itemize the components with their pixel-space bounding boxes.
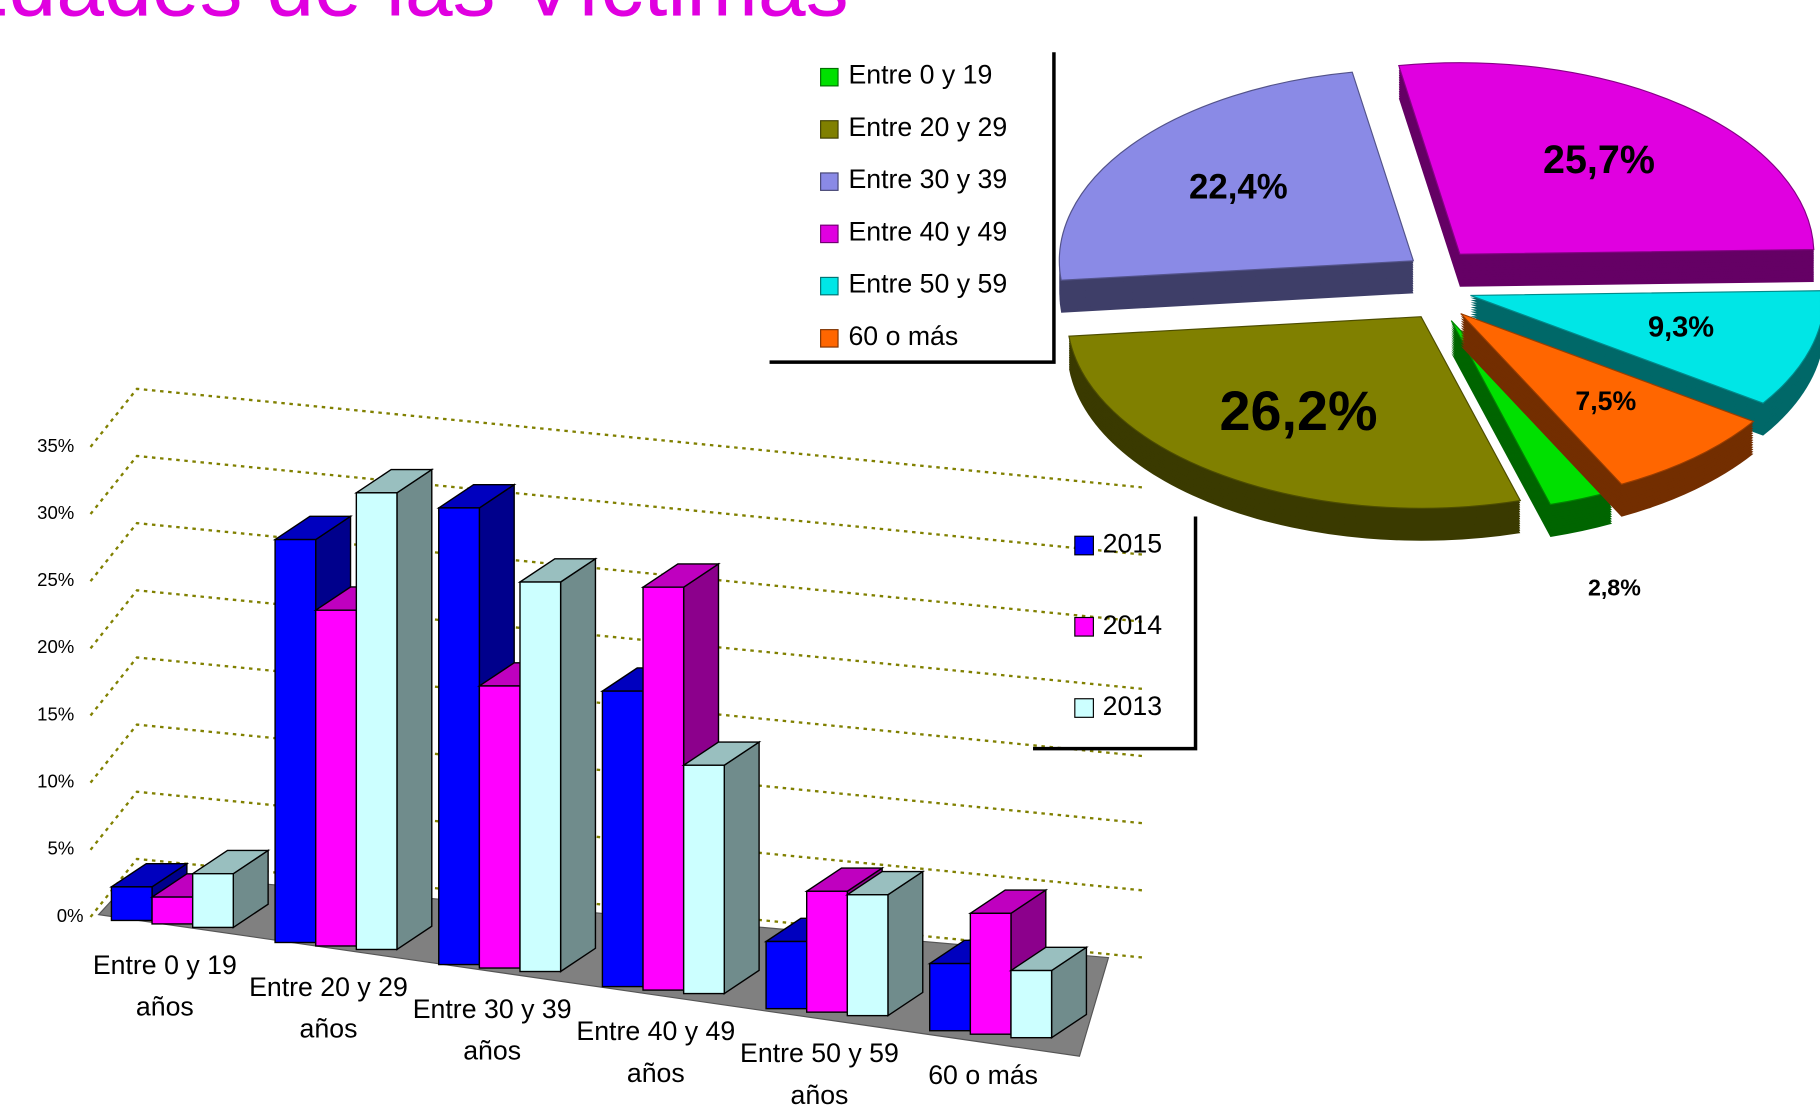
bar-front	[355, 492, 398, 951]
legend-swatch	[1074, 535, 1094, 556]
bar-side	[559, 557, 597, 973]
bar-front	[478, 685, 521, 969]
legend-label: Entre 30 y 39	[848, 164, 1007, 194]
bar-side	[887, 870, 924, 1017]
page-title: Edades de las Víctimas	[0, 0, 849, 35]
x-tick-label: Entre 40 y 49 años	[576, 1015, 736, 1088]
x-tick-label: Entre 20 y 29 años	[249, 971, 408, 1044]
pie-slice	[1397, 62, 1815, 287]
y-tick-label: 30%	[37, 502, 74, 523]
grid-line	[89, 790, 1144, 892]
legend-swatch	[1074, 698, 1094, 718]
bar-front	[110, 886, 153, 922]
legend-label: 2014	[1103, 610, 1163, 640]
bar-front	[642, 586, 685, 991]
x-tick-label: 60 o más	[928, 1059, 1039, 1090]
legend-swatch	[820, 224, 839, 244]
x-tick-label: Entre 50 y 59 años	[740, 1037, 899, 1110]
bar-side	[723, 740, 760, 995]
grid-line	[89, 454, 1144, 556]
bar-front	[274, 538, 317, 944]
bar-front	[765, 940, 808, 1010]
y-tick-label: 10%	[37, 771, 74, 792]
grid-line	[89, 387, 1144, 489]
legend-label: Entre 50 y 59	[848, 269, 1007, 299]
bar	[681, 740, 762, 995]
slice-label: 2,8%	[1588, 575, 1641, 601]
legend-label: 2013	[1103, 691, 1162, 721]
bar	[845, 870, 926, 1017]
y-tick-label: 15%	[37, 703, 74, 724]
y-tick-label: 0%	[57, 905, 84, 926]
bar-front	[438, 507, 481, 966]
bar	[1008, 946, 1089, 1039]
legend-label: 2015	[1103, 529, 1162, 559]
bar-front	[315, 609, 358, 947]
slice-top	[1068, 316, 1522, 509]
legend-swatch	[820, 67, 839, 87]
slice-label: 9,3%	[1648, 312, 1714, 344]
grid-line	[89, 521, 1144, 623]
legend-swatch	[820, 276, 839, 296]
slice-label: 26,2%	[1220, 380, 1378, 442]
slice-top	[1470, 290, 1820, 404]
legend-frame	[1033, 516, 1198, 751]
legend-frame	[769, 52, 1056, 364]
legend-swatch	[1074, 616, 1094, 637]
x-tick-label: Entre 30 y 39 años	[412, 993, 572, 1066]
bar-front	[1010, 969, 1053, 1039]
slice-label: 25,7%	[1543, 138, 1655, 182]
x-tick-label: Entre 0 y 19 años	[92, 949, 237, 1022]
bar-front	[682, 764, 725, 995]
bar-side	[396, 468, 433, 951]
bar	[190, 849, 271, 929]
legend-label: Entre 20 y 29	[848, 112, 1007, 142]
legend-label: 60 o más	[848, 321, 958, 351]
y-tick-label: 5%	[47, 838, 74, 859]
bar-front	[601, 690, 644, 988]
y-tick-label: 20%	[37, 636, 74, 657]
bar-front	[846, 894, 889, 1017]
bar-front	[519, 581, 562, 973]
bar	[354, 468, 435, 951]
legend-swatch	[820, 120, 839, 139]
y-tick-label: 25%	[37, 569, 74, 590]
bar-front	[969, 912, 1012, 1035]
slice-top	[1058, 71, 1415, 281]
y-tick-label: 35%	[37, 435, 74, 456]
pie-slice	[1068, 316, 1522, 541]
bar-front	[151, 896, 194, 925]
legend-swatch	[820, 329, 839, 348]
slice-top	[1460, 313, 1755, 485]
slice-label: 7,5%	[1575, 386, 1636, 416]
slice-label: 22,4%	[1189, 167, 1288, 206]
legend-label: Entre 0 y 19	[848, 60, 992, 90]
bar-front	[805, 890, 849, 1013]
grid-line	[89, 589, 1144, 691]
legend-label: Entre 40 y 49	[848, 216, 1007, 246]
legend-swatch	[820, 172, 839, 191]
grid-line	[89, 723, 1144, 825]
bar-front	[191, 872, 234, 929]
pie-slice	[1058, 71, 1415, 313]
bar-front	[929, 962, 972, 1032]
bar	[517, 557, 598, 973]
pie-slice	[1460, 313, 1755, 517]
slice-top	[1397, 62, 1815, 255]
grid-line	[89, 656, 1144, 758]
